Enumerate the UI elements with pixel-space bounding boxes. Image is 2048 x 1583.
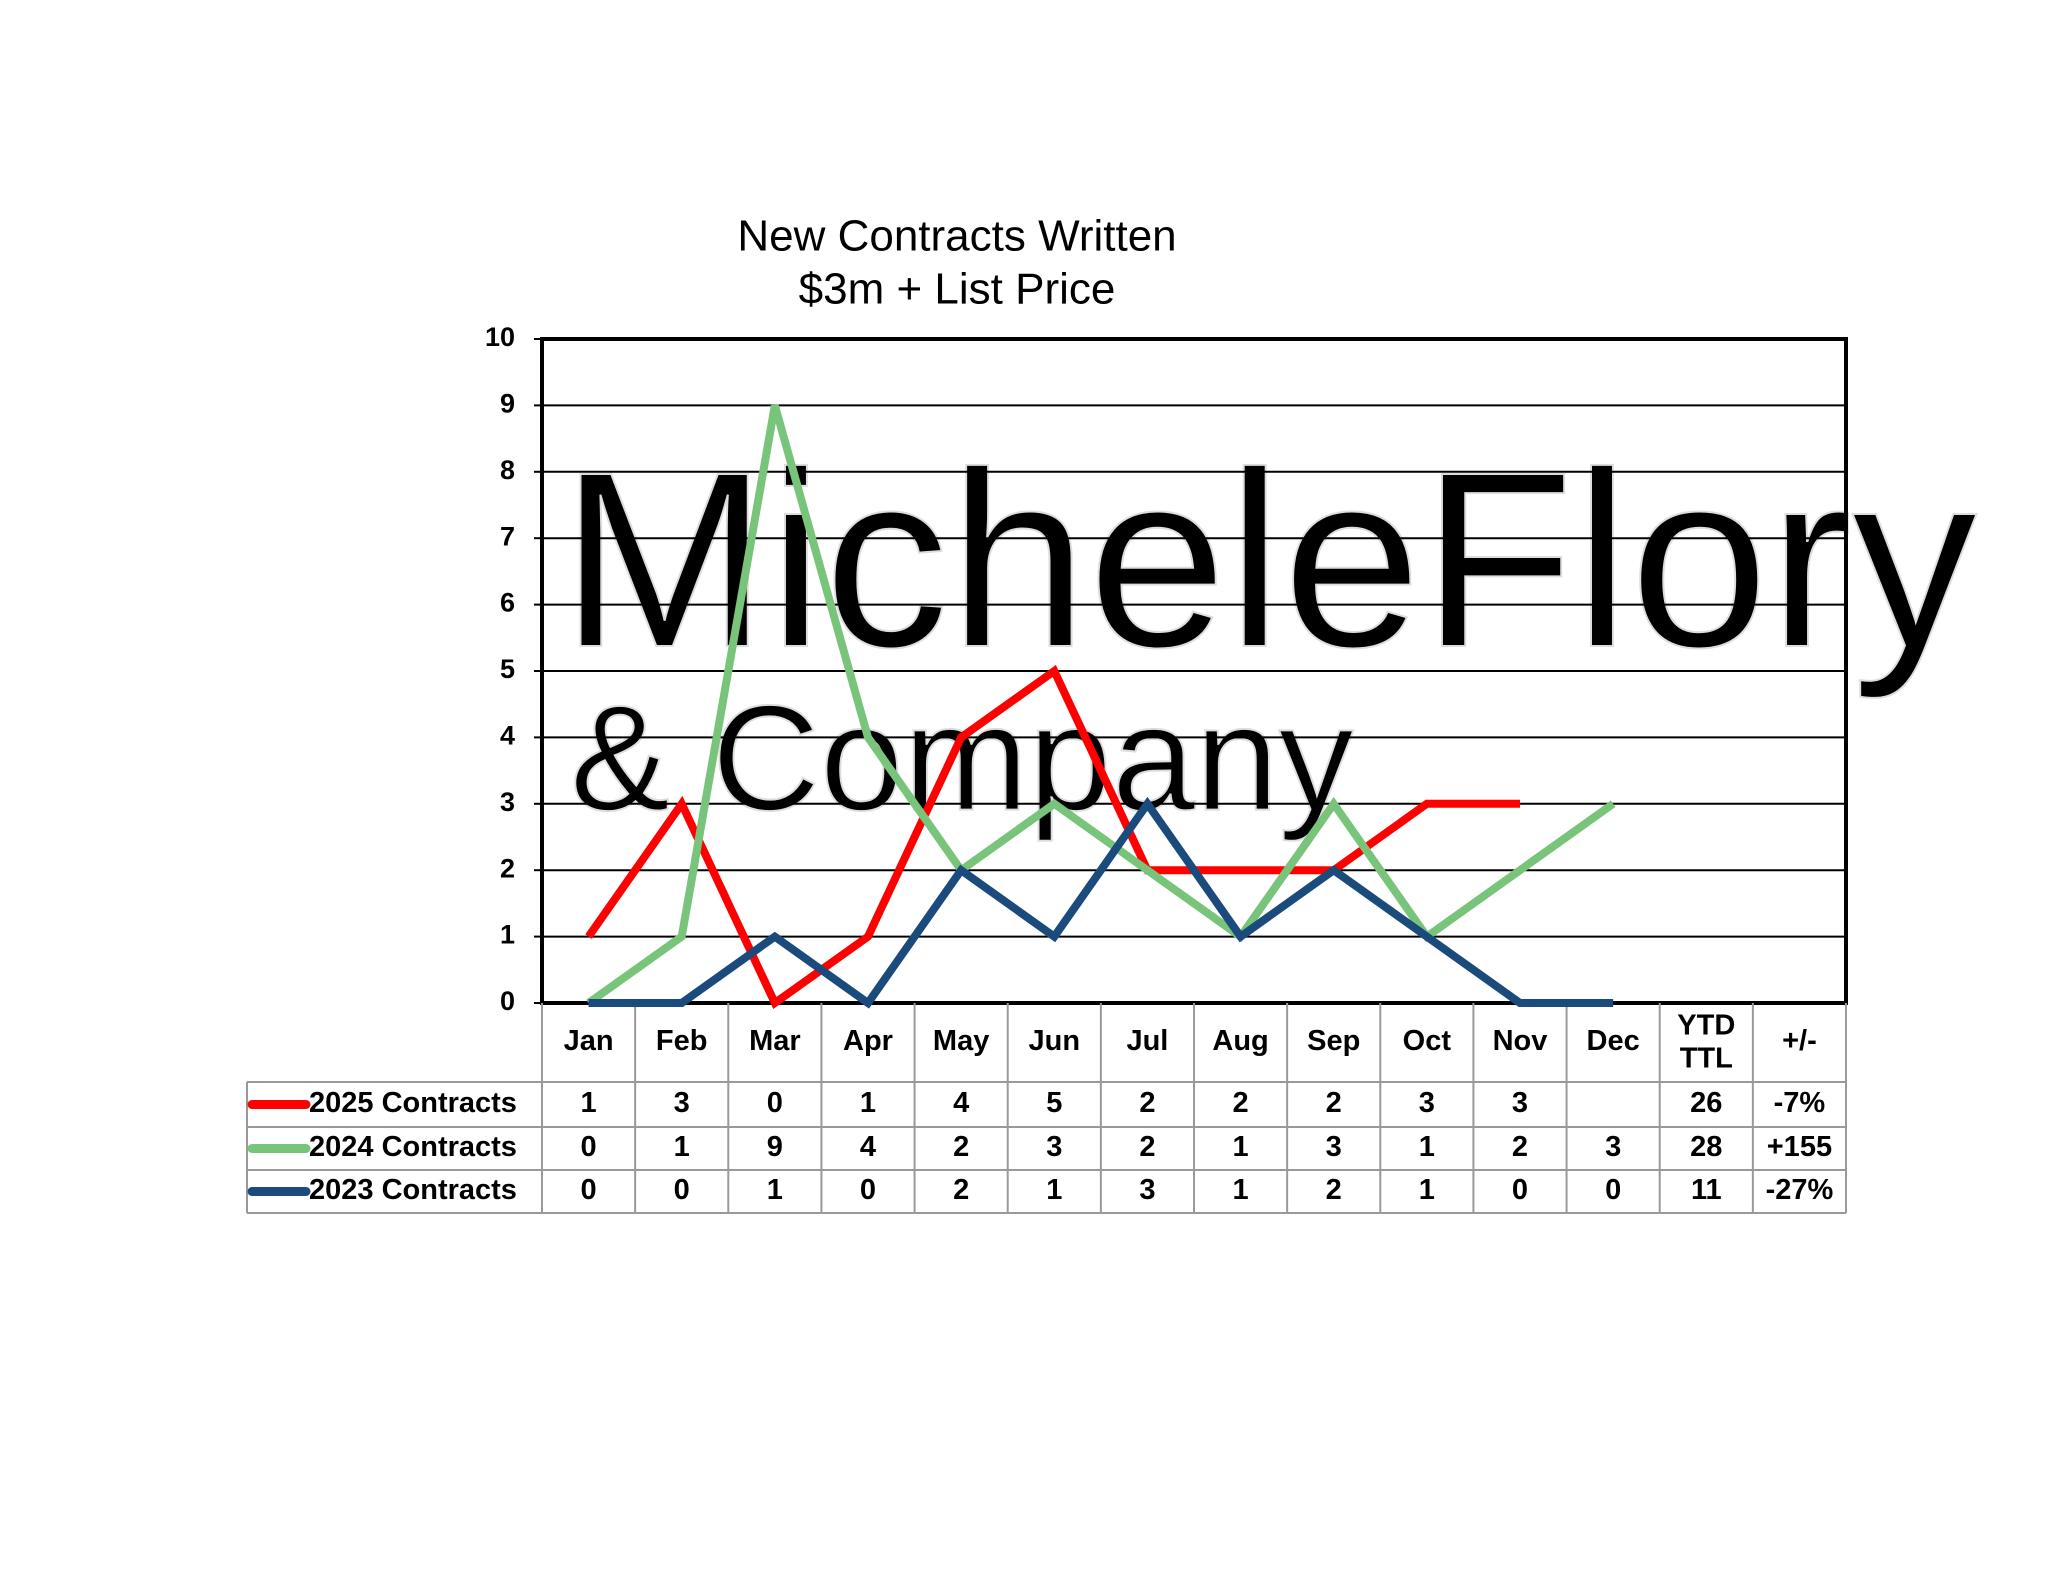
legend-label: 2025 Contracts <box>309 1087 517 1119</box>
table-value: 0 <box>1512 1174 1528 1206</box>
table-value: 1 <box>674 1131 690 1163</box>
y-tick-label: 9 <box>500 389 515 419</box>
table-value: 9 <box>767 1131 783 1163</box>
table-value: 1 <box>1419 1131 1435 1163</box>
y-tick-label: 4 <box>500 721 515 751</box>
table-value: 4 <box>860 1131 876 1163</box>
x-tick-label: May <box>933 1025 989 1057</box>
y-tick-label: 3 <box>500 787 515 817</box>
table-value: 1 <box>767 1174 783 1206</box>
table-value: 3 <box>1046 1131 1062 1163</box>
table-change: -27% <box>1766 1174 1834 1206</box>
legend-label: 2023 Contracts <box>309 1174 517 1206</box>
table-value: 3 <box>1512 1087 1528 1119</box>
x-tick-label: Aug <box>1212 1025 1268 1057</box>
table-value: 3 <box>1605 1131 1621 1163</box>
table-value: 1 <box>1233 1174 1249 1206</box>
table-value: 5 <box>1046 1087 1062 1119</box>
table-change: -7% <box>1774 1087 1826 1119</box>
table-value: 2 <box>1326 1174 1342 1206</box>
x-tick-label: Nov <box>1493 1025 1548 1057</box>
table-value: 2 <box>953 1131 969 1163</box>
x-tick-label: Feb <box>656 1025 708 1057</box>
x-tick-label: Oct <box>1403 1025 1452 1057</box>
table-value: 1 <box>1419 1174 1435 1206</box>
y-tick-label: 8 <box>500 455 515 485</box>
y-tick-label: 0 <box>500 986 515 1016</box>
watermark: MicheleFlory <box>560 420 1977 699</box>
table-value: 2 <box>953 1174 969 1206</box>
table-value: 2 <box>1512 1131 1528 1163</box>
table-value: 4 <box>953 1087 969 1119</box>
table-total: 28 <box>1690 1131 1722 1163</box>
x-tick-label: Mar <box>749 1025 801 1057</box>
legend-label: 2024 Contracts <box>309 1131 517 1163</box>
table-value: 3 <box>674 1087 690 1119</box>
y-tick-label: 1 <box>500 920 515 950</box>
table-change: +155 <box>1767 1131 1832 1163</box>
table-total: 11 <box>1691 1174 1722 1206</box>
table-value: 1 <box>860 1087 876 1119</box>
x-tick-label: Jun <box>1029 1025 1081 1057</box>
series-line <box>586 404 1616 1007</box>
table-value: 3 <box>1419 1087 1435 1119</box>
table-value: 2 <box>1139 1087 1155 1119</box>
column-header: YTD TTL <box>1677 1009 1735 1074</box>
x-tick-label: Jan <box>564 1025 614 1057</box>
table-value: 0 <box>581 1131 597 1163</box>
chart-subtitle: $3m + List Price <box>799 265 1116 314</box>
x-tick-label: Dec <box>1587 1025 1640 1057</box>
table-value: 1 <box>581 1087 597 1119</box>
watermark: & Company <box>570 674 1354 842</box>
table-value: 0 <box>767 1087 783 1119</box>
table-value: 0 <box>1605 1174 1621 1206</box>
table-total: 26 <box>1690 1087 1722 1119</box>
x-tick-label: Sep <box>1307 1025 1360 1057</box>
y-tick-label: 7 <box>500 521 515 551</box>
x-tick-label: Apr <box>843 1025 893 1057</box>
table-value: 3 <box>1139 1174 1155 1206</box>
table-value: 1 <box>1233 1131 1249 1163</box>
series-line <box>588 796 1614 1009</box>
y-tick-label: 6 <box>500 588 515 618</box>
table-value: 2 <box>1326 1087 1342 1119</box>
y-tick-label: 2 <box>500 853 515 883</box>
table-value: 2 <box>1233 1087 1249 1119</box>
y-tick-label: 10 <box>485 322 515 352</box>
table-value: 3 <box>1326 1131 1342 1163</box>
table-value: 0 <box>860 1174 876 1206</box>
column-header: +/- <box>1782 1025 1817 1057</box>
y-tick-label: 5 <box>500 654 515 684</box>
chart-title: New Contracts Written <box>737 212 1176 261</box>
table-value: 1 <box>1046 1174 1062 1206</box>
table-value: 0 <box>674 1174 690 1206</box>
table-value: 0 <box>581 1174 597 1206</box>
x-tick-label: Jul <box>1126 1025 1168 1057</box>
table-value: 2 <box>1139 1131 1155 1163</box>
